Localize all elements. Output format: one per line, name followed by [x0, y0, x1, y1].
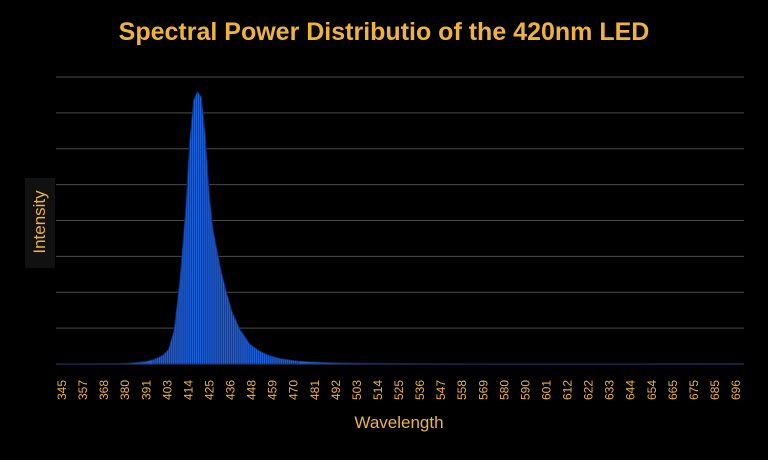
x-tick-label: 590 [518, 380, 532, 400]
x-tick-label: 685 [708, 380, 722, 400]
spectrum-area [55, 90, 745, 365]
x-tick-label: 665 [666, 380, 680, 400]
y-axis-label: Intensity [30, 190, 49, 254]
x-tick-label: 391 [139, 380, 153, 400]
x-tick-label: 536 [413, 380, 427, 400]
x-axis-label: Wavelength [354, 413, 443, 432]
x-tick-label: 547 [434, 380, 448, 400]
x-tick-label: 601 [539, 380, 553, 400]
chart-title: Spectral Power Distributio of the 420nm … [118, 18, 650, 46]
x-tick-label: 380 [118, 380, 132, 400]
x-tick-label: 514 [371, 380, 385, 400]
x-tick-label: 425 [202, 380, 216, 400]
x-tick-label: 448 [245, 380, 259, 400]
gridlines [56, 76, 744, 365]
x-tick-label: 654 [645, 380, 659, 400]
x-tick-label: 580 [497, 380, 511, 400]
y-axis-label-box [25, 178, 55, 268]
x-tick-label: 696 [729, 380, 743, 400]
x-tick-label: 492 [329, 380, 343, 400]
x-tick-label: 368 [97, 380, 111, 400]
x-tick-label: 345 [55, 380, 69, 400]
x-tick-label: 481 [308, 380, 322, 400]
x-axis-ticks: 345 357 368 380 391 403 414 425 436 448 459 470 481 4… [55, 380, 743, 400]
x-tick-label: 403 [160, 380, 174, 400]
plot-area [55, 90, 745, 365]
x-tick-label: 470 [287, 380, 301, 400]
x-tick-label: 675 [687, 380, 701, 400]
x-tick-label: 525 [392, 380, 406, 400]
x-tick-label: 612 [561, 380, 575, 400]
x-tick-label: 622 [582, 380, 596, 400]
x-tick-label: 414 [181, 380, 195, 400]
x-tick-label: 459 [266, 380, 280, 400]
x-tick-label: 644 [624, 380, 638, 400]
x-tick-label: 569 [476, 380, 490, 400]
x-tick-label: 503 [350, 380, 364, 400]
x-tick-label: 436 [224, 380, 238, 400]
x-tick-label: 633 [603, 380, 617, 400]
x-tick-label: 357 [76, 380, 90, 400]
x-tick-label: 558 [455, 380, 469, 400]
